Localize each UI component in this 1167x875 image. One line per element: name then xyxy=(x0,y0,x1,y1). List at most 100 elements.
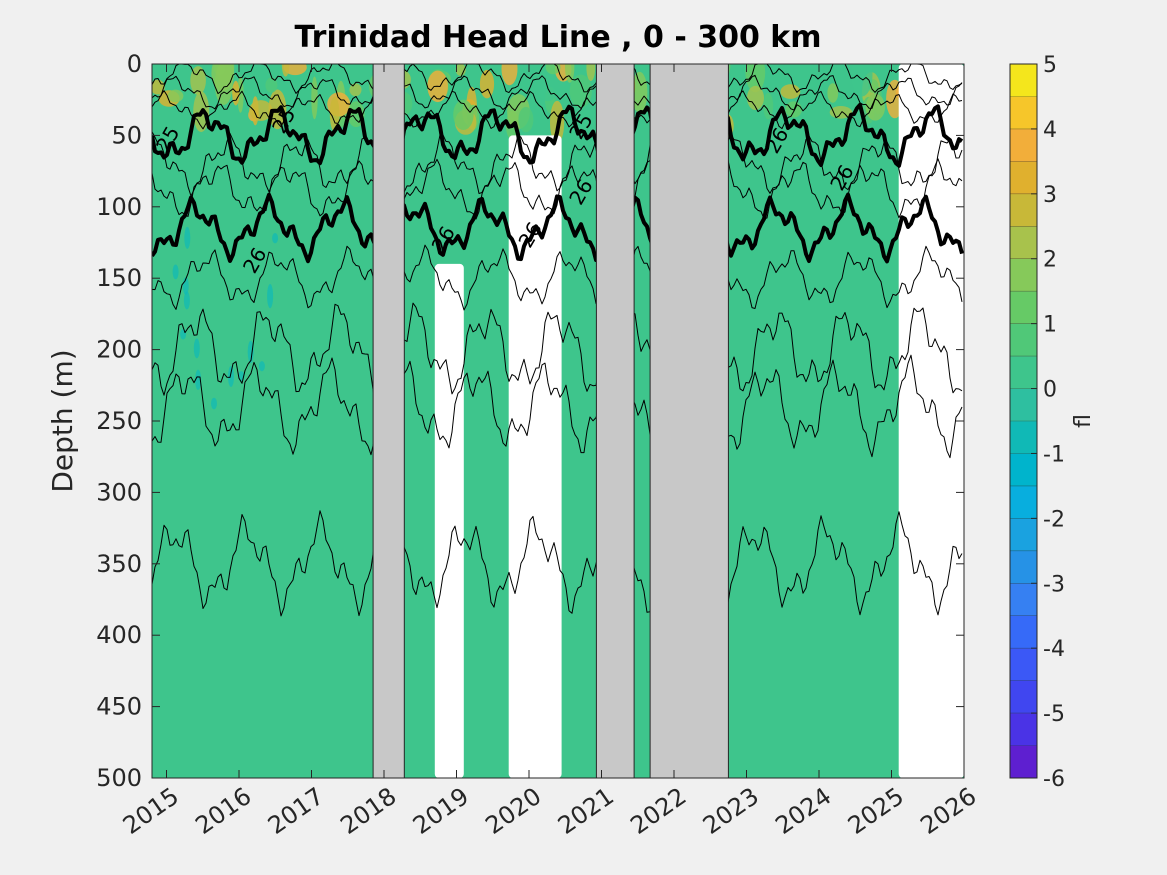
surface-patch xyxy=(152,79,165,95)
missing-data-band xyxy=(595,64,635,778)
colorbar-swatches xyxy=(1010,64,1037,779)
contour-line xyxy=(152,64,963,95)
contour-line xyxy=(152,158,963,221)
colorbar-tick-label: 2 xyxy=(1043,248,1057,273)
surface-patch xyxy=(827,83,839,103)
surface-patch xyxy=(780,84,801,99)
y-tick-label: 50 xyxy=(111,121,142,149)
colorbar-swatch xyxy=(1010,64,1037,97)
surface-patch xyxy=(265,77,278,93)
y-tick-label: 150 xyxy=(96,264,142,292)
subsurface-patch xyxy=(183,291,190,310)
contour-line xyxy=(152,510,963,617)
colorbar-swatch xyxy=(1010,421,1037,454)
y-tick-label: 0 xyxy=(127,50,142,78)
colorbar-swatch xyxy=(1010,648,1037,681)
colorbar-swatch xyxy=(1010,96,1037,130)
colorbar-swatch xyxy=(1010,713,1037,746)
subsurface-patch xyxy=(247,340,254,364)
blank-layer xyxy=(434,64,964,778)
contour-line xyxy=(152,90,963,130)
contour-line xyxy=(152,131,963,197)
colorbar-tick-label: -4 xyxy=(1043,637,1065,662)
subsurface-patch xyxy=(195,369,202,390)
colorbar-swatch xyxy=(1010,356,1037,389)
y-tick-label: 450 xyxy=(96,693,142,721)
surface-patch xyxy=(281,64,290,77)
surface-patch xyxy=(501,64,518,86)
y-tick-label: 100 xyxy=(96,193,142,221)
colorbar-swatch xyxy=(1010,258,1037,292)
colorbar-swatch xyxy=(1010,128,1037,162)
colorbar-swatch xyxy=(1010,193,1037,227)
surface-patch xyxy=(214,64,233,105)
colorbar-swatch xyxy=(1010,323,1037,357)
subsurface-patch xyxy=(211,397,217,410)
subsurface-patch xyxy=(193,338,200,359)
colorbar-tick-label: -3 xyxy=(1043,572,1065,597)
chart-title: Trinidad Head Line , 0 - 300 km xyxy=(294,20,821,55)
colorbar-ticks: 5 4 3 2 1 0 -1 -2 -3 -4 -5 -6 xyxy=(1010,53,1065,792)
missing-layer xyxy=(372,64,729,778)
colorbar-swatch xyxy=(1010,583,1037,617)
contour-line xyxy=(152,74,963,111)
surface-patch xyxy=(586,64,596,82)
colorbar: 5 4 3 2 1 0 -1 -2 -3 -4 -5 -6 fl xyxy=(1009,53,1096,792)
y-tick-label: 250 xyxy=(96,407,142,435)
colorbar-tick-label: -1 xyxy=(1043,442,1065,467)
colorbar-swatch xyxy=(1010,453,1037,487)
contour-line xyxy=(152,244,963,312)
y-tick-label: 500 xyxy=(96,764,142,792)
colorbar-swatch xyxy=(1010,615,1037,649)
surface-patch xyxy=(249,100,273,121)
surface-patch xyxy=(865,93,885,121)
subsurface-patch xyxy=(184,226,191,249)
surface-patch xyxy=(167,89,184,103)
contour-line xyxy=(152,192,964,264)
surface-patch xyxy=(747,85,764,110)
surface-patch xyxy=(851,64,873,97)
colorbar-swatch xyxy=(1010,226,1037,260)
colorbar-swatch xyxy=(1010,680,1037,714)
subsurface-patch xyxy=(228,366,234,387)
colorbar-tick-label: -2 xyxy=(1043,507,1065,532)
surface-patch xyxy=(745,64,766,93)
subsurface-patch xyxy=(258,361,265,372)
colorbar-tick-label: 3 xyxy=(1043,183,1057,208)
contour-line xyxy=(152,354,963,459)
blank-region xyxy=(434,263,464,778)
colorbar-swatch xyxy=(1010,161,1037,195)
colorbar-swatch xyxy=(1010,291,1037,324)
subsurface-patch xyxy=(267,284,274,309)
contour-line xyxy=(152,302,963,397)
colorbar-swatch xyxy=(1010,388,1037,422)
colorbar-tick-label: -5 xyxy=(1043,702,1065,727)
surface-patch xyxy=(763,92,774,120)
blank-region xyxy=(508,135,562,778)
y-tick-label: 300 xyxy=(96,478,142,506)
missing-data-band xyxy=(372,64,405,778)
surface-patch xyxy=(453,99,474,130)
surface-patch xyxy=(232,80,240,106)
colorbar-swatch xyxy=(1010,550,1037,584)
colorbar-swatch xyxy=(1010,485,1037,519)
contour-line xyxy=(152,102,964,168)
surface-patch xyxy=(518,106,534,133)
y-tick-label: 400 xyxy=(96,621,142,649)
missing-data-band xyxy=(649,64,729,778)
y-axis-label: Depth (m) xyxy=(46,349,79,492)
subsurface-patch xyxy=(180,329,187,340)
colorbar-tick-label: -6 xyxy=(1043,767,1065,792)
colorbar-tick-label: 0 xyxy=(1043,378,1057,403)
surface-patch xyxy=(349,83,362,97)
colorbar-tick-label: 4 xyxy=(1043,118,1057,143)
colorbar-label: fl xyxy=(1071,414,1096,428)
blank-region xyxy=(898,64,964,778)
surface-patch xyxy=(311,76,318,120)
y-tick-label: 350 xyxy=(96,550,142,578)
surface-patch xyxy=(539,85,557,102)
subsurface-patch xyxy=(172,264,179,280)
colorbar-tick-label: 5 xyxy=(1043,53,1057,78)
